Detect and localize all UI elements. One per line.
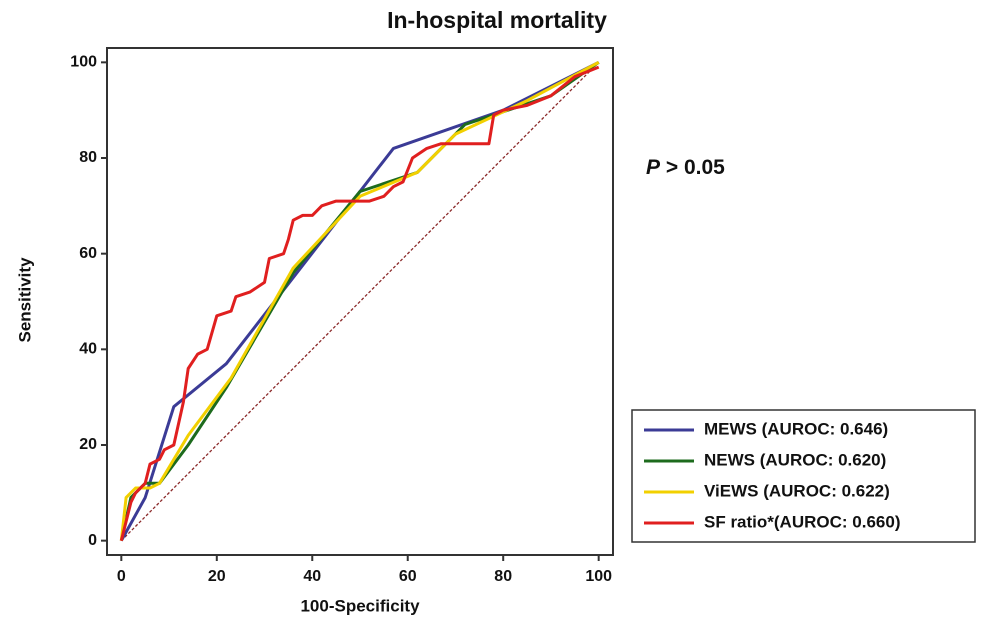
x-tick-label: 20 [208,568,226,585]
x-tick-label: 100 [585,568,612,585]
annotation: P > 0.05 [646,156,725,179]
x-tick-label: 60 [399,568,417,585]
annotation-text: > 0.05 [666,156,725,179]
y-axis-label: Sensitivity [15,257,34,343]
y-tick-label: 60 [79,245,97,262]
y-tick-label: 20 [79,436,97,453]
x-axis-label: 100-Specificity [300,596,420,615]
y-tick-label: 80 [79,149,97,166]
roc-curve [119,60,600,541]
legend: MEWS (AUROC: 0.646) NEWS (AUROC: 0.620) Vi… [631,409,976,543]
annotation-italic: P [646,156,661,179]
reference-diagonal [120,61,600,542]
y-tick-label: 100 [70,54,97,71]
x-tick-label: 80 [494,568,512,585]
chart-title: In-hospital mortality [387,7,607,33]
x-tick-label: 0 [117,568,126,585]
legend-label: SF ratio*(AUROC: 0.660) [704,512,900,531]
legend-box [631,409,976,543]
x-tick-label: 40 [303,568,321,585]
roc-curve [119,65,600,542]
y-tick-label: 40 [79,341,97,358]
y-tick-label: 0 [88,532,97,549]
legend-label: NEWS (AUROC: 0.620) [704,450,886,469]
plot-frame [106,47,614,556]
legend-label: MEWS (AUROC: 0.646) [704,419,888,438]
legend-label: ViEWS (AUROC: 0.622) [704,481,890,500]
